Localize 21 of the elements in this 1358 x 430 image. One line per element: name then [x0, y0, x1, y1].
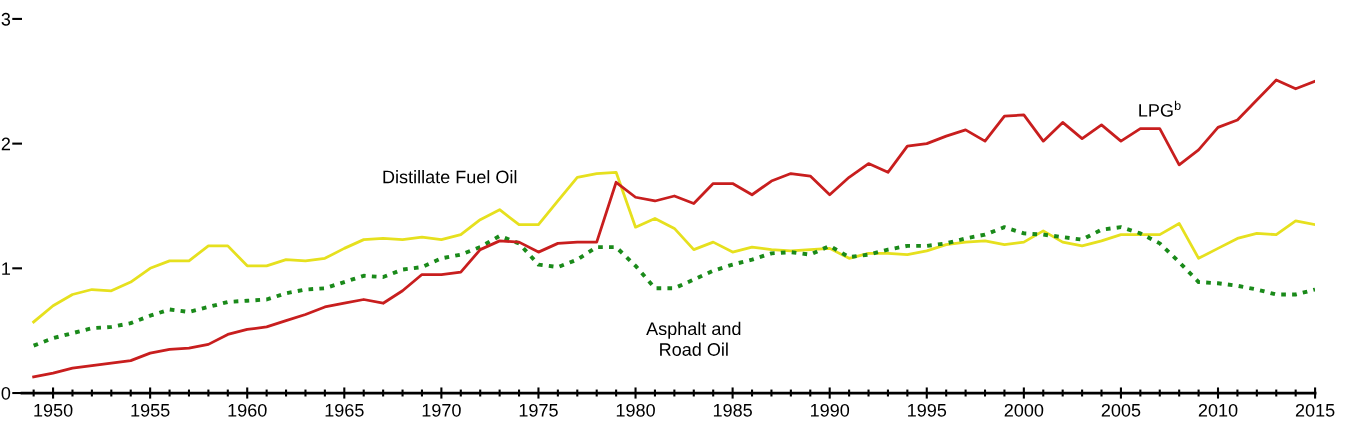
y-tick-label: 1 [2, 262, 11, 275]
x-tick-label: 1990 [810, 403, 850, 417]
x-tick-label: 2015 [1295, 403, 1335, 417]
x-tick-label: 1960 [228, 403, 267, 417]
series-label: Asphalt and Road Oil [646, 321, 741, 356]
x-tick-label: 1995 [908, 403, 947, 417]
y-tick-label: 2 [1, 137, 10, 151]
x-tick-label: 1965 [325, 403, 364, 417]
x-tick-label: 2010 [1198, 403, 1238, 417]
x-tick-label: 1950 [34, 403, 73, 417]
y-tick-label: 3 [1, 12, 11, 26]
y-tick-label: 0 [1, 386, 11, 400]
x-tick-label: 1980 [616, 403, 655, 417]
x-tick-label: 1955 [131, 403, 170, 417]
x-tick-label: 2000 [1004, 403, 1044, 417]
series-label: Distillate Fuel Oil [383, 170, 517, 184]
x-tick-label: 2005 [1101, 403, 1141, 417]
x-tick-label: 1970 [422, 403, 461, 417]
series-label: LPG$^{b}$ [1139, 100, 1181, 117]
x-tick-label: 1985 [713, 403, 752, 417]
x-tick-label: 1975 [519, 403, 558, 417]
